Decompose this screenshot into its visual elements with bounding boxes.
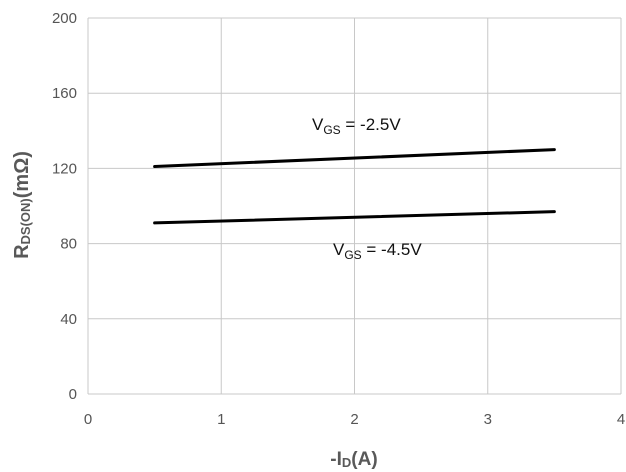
y-tick-label-0: 0 — [69, 386, 77, 403]
x-tick-label-0: 0 — [84, 411, 92, 428]
y-tick-label-1: 40 — [60, 311, 77, 328]
x-axis-title: -ID(A) — [330, 449, 377, 470]
x-axis-title-unit: (A) — [351, 449, 377, 470]
y-tick-label-3: 120 — [52, 160, 77, 177]
annotation-vgs-2-5-value: = -2.5V — [341, 115, 402, 134]
y-tick-label-2: 80 — [60, 236, 77, 253]
annotation-vgs-2-5-main: V — [312, 115, 324, 134]
x-axis-title-sub: D — [342, 455, 351, 470]
annotation-vgs-4-5-value: = -4.5V — [362, 240, 423, 259]
grid — [87, 17, 622, 395]
annotation-vgs-4-5-sub: GS — [344, 248, 361, 262]
series-lines — [153, 148, 556, 225]
y-tick-label-4: 160 — [52, 85, 77, 102]
x-axis-title-main: -I — [330, 449, 342, 470]
y-axis-title-main: R — [11, 244, 33, 259]
annotation-vgs-2-5: VGS = -2.5V — [312, 115, 401, 137]
x-tick-label-4: 4 — [617, 411, 625, 428]
y-axis-title-group: RDS(ON)(mΩ) — [11, 151, 33, 259]
x-tick-label-2: 2 — [350, 411, 358, 428]
y-axis-title-sub: DS(ON) — [18, 198, 33, 244]
annotation-vgs-2-5-sub: GS — [323, 123, 340, 137]
y-axis-title: RDS(ON)(mΩ) — [11, 151, 33, 259]
annotation-vgs-4-5: VGS = -4.5V — [333, 240, 422, 262]
series-line-1 — [153, 210, 556, 225]
annotation-vgs-4-5-main: V — [333, 240, 345, 259]
x-tick-label-3: 3 — [484, 411, 492, 428]
series-line-0 — [153, 148, 556, 169]
y-tick-label-5: 200 — [52, 10, 77, 27]
y-axis-title-unit: (mΩ) — [11, 151, 33, 198]
x-tick-label-1: 1 — [217, 411, 225, 428]
